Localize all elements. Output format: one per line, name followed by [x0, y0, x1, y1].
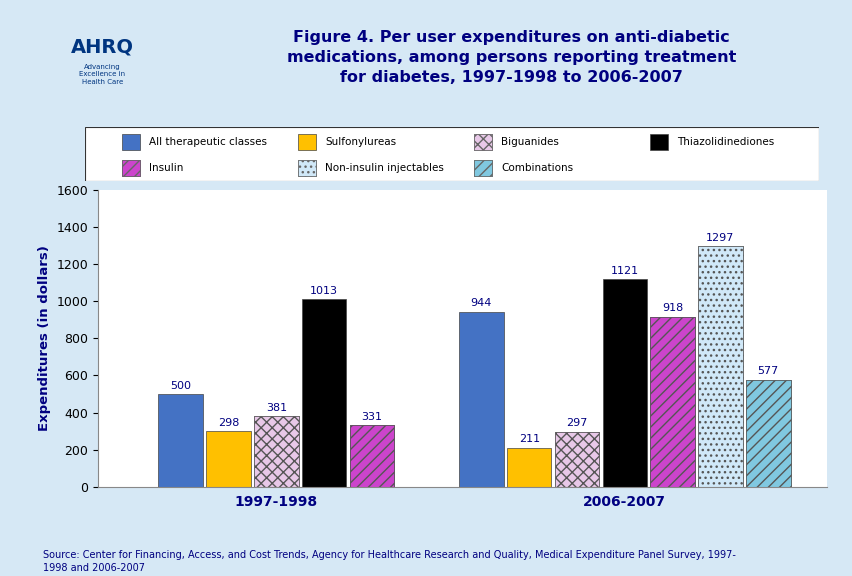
Bar [254, 416, 298, 487]
Text: 918: 918 [661, 303, 682, 313]
Text: Combinations: Combinations [501, 163, 573, 173]
Bar [474, 134, 492, 150]
Bar [474, 160, 492, 176]
Bar [458, 312, 503, 487]
Bar [297, 160, 316, 176]
Text: All therapeutic classes: All therapeutic classes [149, 137, 267, 147]
Text: 1297: 1297 [705, 233, 734, 243]
Bar [649, 317, 694, 487]
Bar [297, 160, 316, 176]
Bar [697, 247, 742, 487]
Bar [122, 160, 140, 176]
Bar [649, 317, 694, 487]
Bar [474, 134, 492, 150]
Text: Insulin: Insulin [149, 163, 183, 173]
Text: 298: 298 [217, 418, 239, 428]
Text: 1121: 1121 [610, 266, 638, 275]
Bar [122, 160, 140, 176]
Bar [506, 448, 551, 487]
Bar [254, 416, 298, 487]
Bar [649, 134, 668, 150]
Bar [349, 425, 394, 487]
Text: 577: 577 [757, 366, 778, 376]
Text: 1013: 1013 [310, 286, 337, 295]
Text: 944: 944 [470, 298, 492, 308]
Bar [349, 425, 394, 487]
Text: Figure 4. Per user expenditures on anti-diabetic
medications, among persons repo: Figure 4. Per user expenditures on anti-… [287, 31, 735, 85]
Text: 297: 297 [566, 418, 587, 429]
Text: Thiazolidinediones: Thiazolidinediones [676, 137, 774, 147]
Bar [554, 431, 599, 487]
Bar [206, 431, 250, 487]
Bar [697, 247, 742, 487]
Text: AHRQ: AHRQ [71, 37, 134, 56]
Bar [746, 380, 790, 487]
Text: Sulfonylureas: Sulfonylureas [325, 137, 396, 147]
Bar [554, 431, 599, 487]
Text: Advancing
Excellence in
Health Care: Advancing Excellence in Health Care [79, 64, 125, 85]
Bar [474, 160, 492, 176]
Text: 500: 500 [170, 381, 191, 391]
Bar [302, 299, 346, 487]
Text: Source: Center for Financing, Access, and Cost Trends, Agency for Healthcare Res: Source: Center for Financing, Access, an… [43, 550, 734, 573]
Bar [158, 394, 203, 487]
Bar [122, 134, 140, 150]
Bar [297, 134, 316, 150]
Text: 331: 331 [361, 412, 382, 422]
Text: Biguanides: Biguanides [501, 137, 558, 147]
Y-axis label: Expenditures (in dollars): Expenditures (in dollars) [37, 245, 51, 431]
Text: 381: 381 [266, 403, 286, 413]
Bar [602, 279, 647, 487]
Text: Non-insulin injectables: Non-insulin injectables [325, 163, 444, 173]
Text: 211: 211 [518, 434, 539, 444]
Bar [746, 380, 790, 487]
